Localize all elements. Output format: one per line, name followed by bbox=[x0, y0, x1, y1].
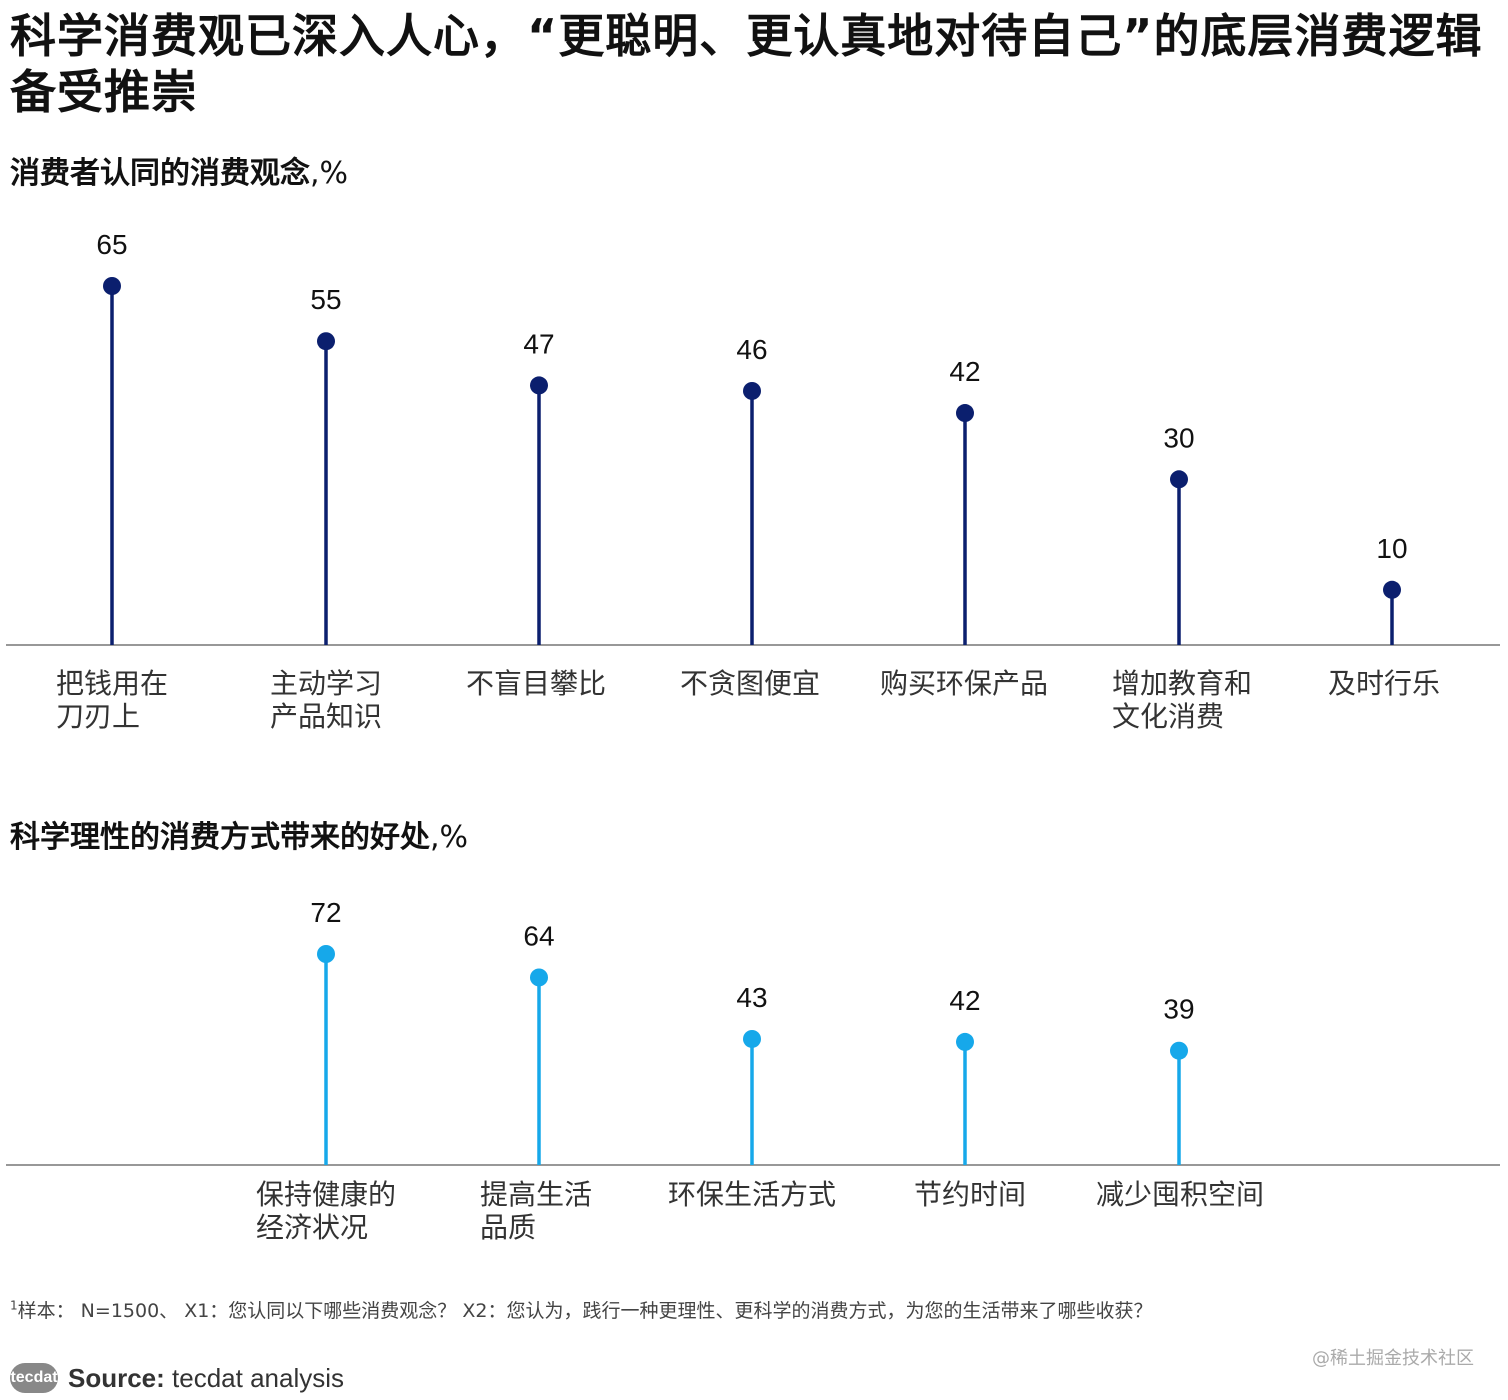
chart2-category-label-4: 减少囤积空间 bbox=[1096, 1178, 1264, 1211]
chart1-category-label-5: 增加教育和文化消费 bbox=[1112, 667, 1252, 733]
chart2-unit: ,% bbox=[430, 820, 469, 855]
chart2-point-0 bbox=[317, 945, 335, 963]
chart2-point-3 bbox=[956, 1032, 974, 1051]
chart2-value-label-1: 64 bbox=[523, 920, 554, 951]
chart2-value-label-4: 39 bbox=[1163, 994, 1194, 1025]
chart1-plot: 65 把钱用在刀刃上 55 主动学习产品知识 47 不盲目攀比 46 不贪图便宜 42 购买环保产… bbox=[6, 229, 1500, 733]
chart1-category-line: 产品知识 bbox=[270, 700, 382, 733]
chart1-unit: ,% bbox=[310, 156, 349, 191]
tecdat-logo: tecdat bbox=[10, 1363, 58, 1393]
chart1-category-line: 不贪图便宜 bbox=[680, 667, 820, 700]
chart2-category-label-1: 提高生活品质 bbox=[480, 1178, 592, 1244]
chart2-value-label-2: 43 bbox=[736, 982, 767, 1013]
chart2-category-line: 经济状况 bbox=[256, 1211, 368, 1244]
chart2-category-label-0: 保持健康的经济状况 bbox=[256, 1178, 396, 1244]
watermark: @稀土掘金技术社区 bbox=[1312, 1348, 1474, 1369]
chart1-category-line: 文化消费 bbox=[1112, 700, 1224, 733]
chart1-point-2 bbox=[530, 376, 548, 395]
chart2-category-line: 品质 bbox=[480, 1211, 536, 1244]
source-line: tecdat Source: tecdat analysis bbox=[10, 1360, 344, 1396]
chart1-category-label-4: 购买环保产品 bbox=[880, 667, 1048, 700]
page-title: 科学消费观已深入人心，“更聪明、更认真地对待自己”的底层消费逻辑备受推崇 bbox=[10, 9, 1483, 119]
chart1-point-0 bbox=[103, 277, 121, 295]
chart1-value-label-2: 47 bbox=[523, 328, 554, 359]
footnote-marker: 1 bbox=[10, 1298, 18, 1313]
chart1-category-label-0: 把钱用在刀刃上 bbox=[56, 667, 168, 733]
chart1-point-6 bbox=[1383, 580, 1401, 599]
chart1-category-line: 及时行乐 bbox=[1328, 667, 1440, 700]
chart1-category-line: 把钱用在 bbox=[56, 667, 168, 700]
chart2-category-line: 节约时间 bbox=[914, 1178, 1026, 1211]
chart1-point-4 bbox=[956, 404, 974, 423]
chart1-value-label-1: 55 bbox=[310, 284, 341, 315]
chart2-value-label-0: 72 bbox=[310, 897, 341, 928]
chart2-plot: 72 保持健康的经济状况 64 提高生活品质 43 环保生活方式 42 节约时间 39 减少囤积空… bbox=[6, 897, 1500, 1244]
chart1-title: 消费者认同的消费观念,% bbox=[10, 156, 348, 192]
chart2-category-line: 环保生活方式 bbox=[668, 1178, 836, 1211]
chart2-point-4 bbox=[1170, 1041, 1188, 1060]
source-label: Source: bbox=[68, 1362, 165, 1393]
chart1-point-3 bbox=[743, 381, 761, 400]
chart2-title: 科学理性的消费方式带来的好处,% bbox=[10, 820, 468, 856]
chart2-category-line: 保持健康的 bbox=[256, 1178, 396, 1211]
chart1-value-label-4: 42 bbox=[949, 356, 980, 387]
chart1-category-label-3: 不贪图便宜 bbox=[680, 667, 820, 700]
chart2-category-line: 提高生活 bbox=[480, 1178, 592, 1211]
chart1-category-line: 主动学习 bbox=[270, 667, 382, 700]
footnote: 1样本： N=1500、 X1：您认同以下哪些消费观念？ X2：您认为，践行一种… bbox=[10, 1296, 1152, 1323]
chart1-value-label-3: 46 bbox=[736, 334, 767, 365]
chart1-point-1 bbox=[317, 332, 335, 351]
chart2-point-2 bbox=[743, 1029, 761, 1048]
chart1-category-line: 不盲目攀比 bbox=[466, 667, 606, 700]
chart1-category-line: 刀刃上 bbox=[56, 700, 140, 733]
chart1-point-5 bbox=[1170, 470, 1188, 489]
chart1-category-label-6: 及时行乐 bbox=[1328, 667, 1440, 700]
chart2-value-label-3: 42 bbox=[949, 985, 980, 1016]
chart1-title-text: 消费者认同的消费观念 bbox=[10, 156, 310, 191]
chart2-point-1 bbox=[530, 968, 548, 987]
chart1-category-line: 增加教育和 bbox=[1112, 667, 1252, 700]
chart1-category-label-2: 不盲目攀比 bbox=[466, 667, 606, 700]
chart1-category-label-1: 主动学习产品知识 bbox=[270, 667, 382, 733]
chart1-value-label-5: 30 bbox=[1163, 422, 1194, 453]
chart2-category-label-2: 环保生活方式 bbox=[668, 1178, 836, 1211]
chart1-value-label-6: 10 bbox=[1376, 533, 1407, 564]
source-name: tecdat analysis bbox=[164, 1362, 345, 1393]
chart1-category-line: 购买环保产品 bbox=[880, 667, 1048, 700]
chart2-title-text: 科学理性的消费方式带来的好处 bbox=[10, 820, 430, 855]
source-text: Source: tecdat analysis bbox=[68, 1363, 344, 1394]
footnote-text: 样本： N=1500、 X1：您认同以下哪些消费观念？ X2：您认为，践行一种更… bbox=[17, 1300, 1153, 1322]
chart1-value-label-0: 65 bbox=[96, 229, 127, 260]
chart2-category-line: 减少囤积空间 bbox=[1096, 1178, 1264, 1211]
chart2-category-label-3: 节约时间 bbox=[914, 1178, 1026, 1211]
